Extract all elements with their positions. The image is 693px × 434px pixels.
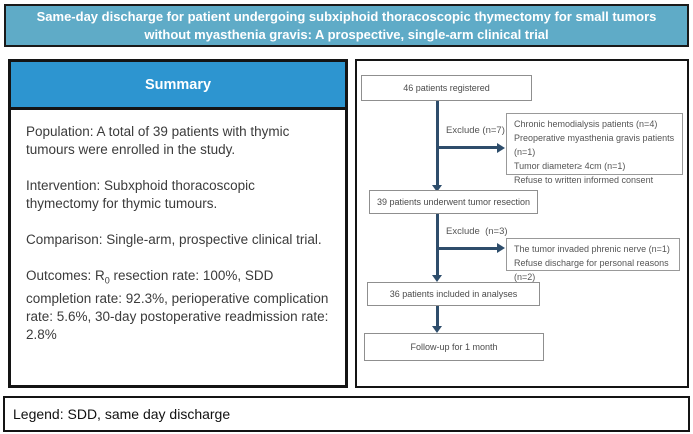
exclude-2-item: The tumor invaded phrenic nerve (n=1): [514, 244, 670, 254]
summary-outcomes-post: resection rate: 100%, SDD completion rat…: [26, 268, 329, 342]
arrow-down-icon: [432, 275, 442, 282]
exclude-2-label: Exclude (n=3): [446, 226, 508, 237]
summary-intervention: Intervention: Subxphoid thoracoscopic th…: [26, 178, 255, 211]
exclude-1-item: Tumor diameter≥ 4cm (n=1): [514, 161, 626, 171]
paper-title: Same-day discharge for patient undergoin…: [36, 8, 657, 42]
flow-box-followup: Follow-up for 1 month: [364, 333, 544, 361]
title-banner: Same-day discharge for patient undergoin…: [4, 4, 689, 47]
exclude-2-connector: [438, 247, 498, 250]
exclude-1-item: Chronic hemodialysis patients (n=4): [514, 119, 658, 129]
arrow-right-icon: [497, 143, 505, 153]
exclude-1-item: Refuse to written informed consent (n=1): [514, 175, 654, 199]
flow-box-analyses: 36 patients included in analyses: [367, 282, 540, 306]
exclude-1-item: Preoperative myasthenia gravis patients …: [514, 133, 675, 157]
summary-outcomes-pre: Outcomes: R: [26, 268, 105, 283]
summary-comparison: Comparison: Single-arm, prospective clin…: [26, 232, 322, 247]
exclude-2-box: The tumor invaded phrenic nerve (n=1) Re…: [506, 238, 680, 282]
legend-bar: Legend: SDD, same day discharge: [3, 396, 690, 432]
exclude-2-item: Refuse discharge for personal reasons (n…: [514, 258, 669, 282]
flow-box-resection: 39 patients underwent tumor resection: [369, 190, 538, 214]
exclude-1-label: Exclude (n=7): [446, 125, 505, 136]
summary-outcomes-subscript: 0: [104, 275, 110, 286]
arrow-right-icon: [497, 243, 505, 253]
arrow-down-icon: [432, 185, 442, 192]
summary-header-label: Summary: [144, 76, 212, 93]
legend-text: Legend: SDD, same day discharge: [13, 406, 231, 422]
arrow-down-icon: [432, 326, 442, 333]
summary-header: Summary: [11, 62, 345, 110]
exclude-1-box: Chronic hemodialysis patients (n=4) Preo…: [506, 113, 683, 199]
flowchart-panel: 46 patients registered Exclude (n=7) Chr…: [355, 59, 689, 388]
exclude-1-connector: [438, 146, 498, 149]
summary-population: Population: A total of 39 patients with …: [26, 124, 290, 157]
flow-connector-3: [436, 306, 439, 327]
summary-body: Population: A total of 39 patients with …: [11, 110, 345, 344]
summary-panel: Summary Population: A total of 39 patien…: [8, 59, 348, 388]
summary-outcomes: Outcomes: R0 resection rate: 100%, SDD c…: [26, 267, 330, 344]
flow-connector-1: [436, 101, 439, 186]
flow-connector-2: [436, 214, 439, 276]
flow-box-registered: 46 patients registered: [361, 75, 532, 101]
